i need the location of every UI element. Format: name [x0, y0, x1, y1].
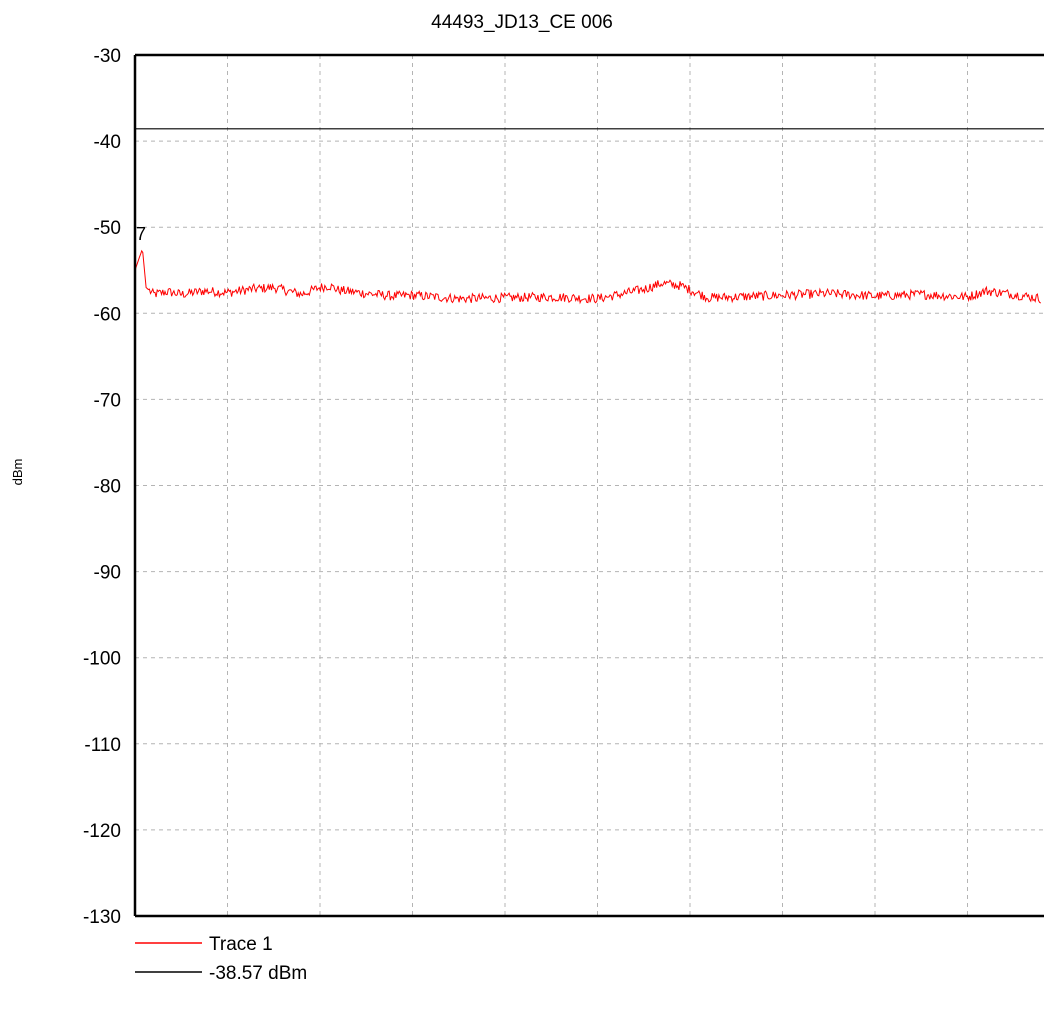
y-tick-label: -130 [83, 907, 121, 928]
y-tick-label: -70 [94, 390, 121, 411]
legend-label: -38.57 dBm [209, 963, 307, 984]
y-tick-label: -110 [84, 735, 121, 756]
trace-line [134, 249, 1042, 305]
legend-label: Trace 1 [209, 934, 273, 955]
y-tick-label: -80 [94, 477, 121, 498]
legend: Trace 1 -38.57 dBm [135, 934, 307, 984]
series-layer: 7 [134, 128, 1044, 305]
y-tick-label: -40 [94, 132, 121, 153]
y-axis-label: dBm [10, 459, 25, 486]
y-tick-labels: -30 -40 -50 -60 -70 -80 -90 -100 -110 -120 -130 [83, 46, 121, 928]
y-tick-label: -90 [94, 563, 121, 584]
y-tick-label: -50 [94, 218, 121, 239]
marker-label: 7 [136, 224, 146, 244]
grid-lines [135, 55, 1044, 916]
plot-frame [133, 53, 1044, 918]
y-tick-label: -100 [83, 649, 121, 670]
y-tick-label: -120 [83, 821, 121, 842]
chart-title: 44493_JD13_CE 006 [431, 12, 613, 33]
y-tick-label: -60 [94, 304, 121, 325]
y-tick-label: -30 [94, 46, 121, 67]
